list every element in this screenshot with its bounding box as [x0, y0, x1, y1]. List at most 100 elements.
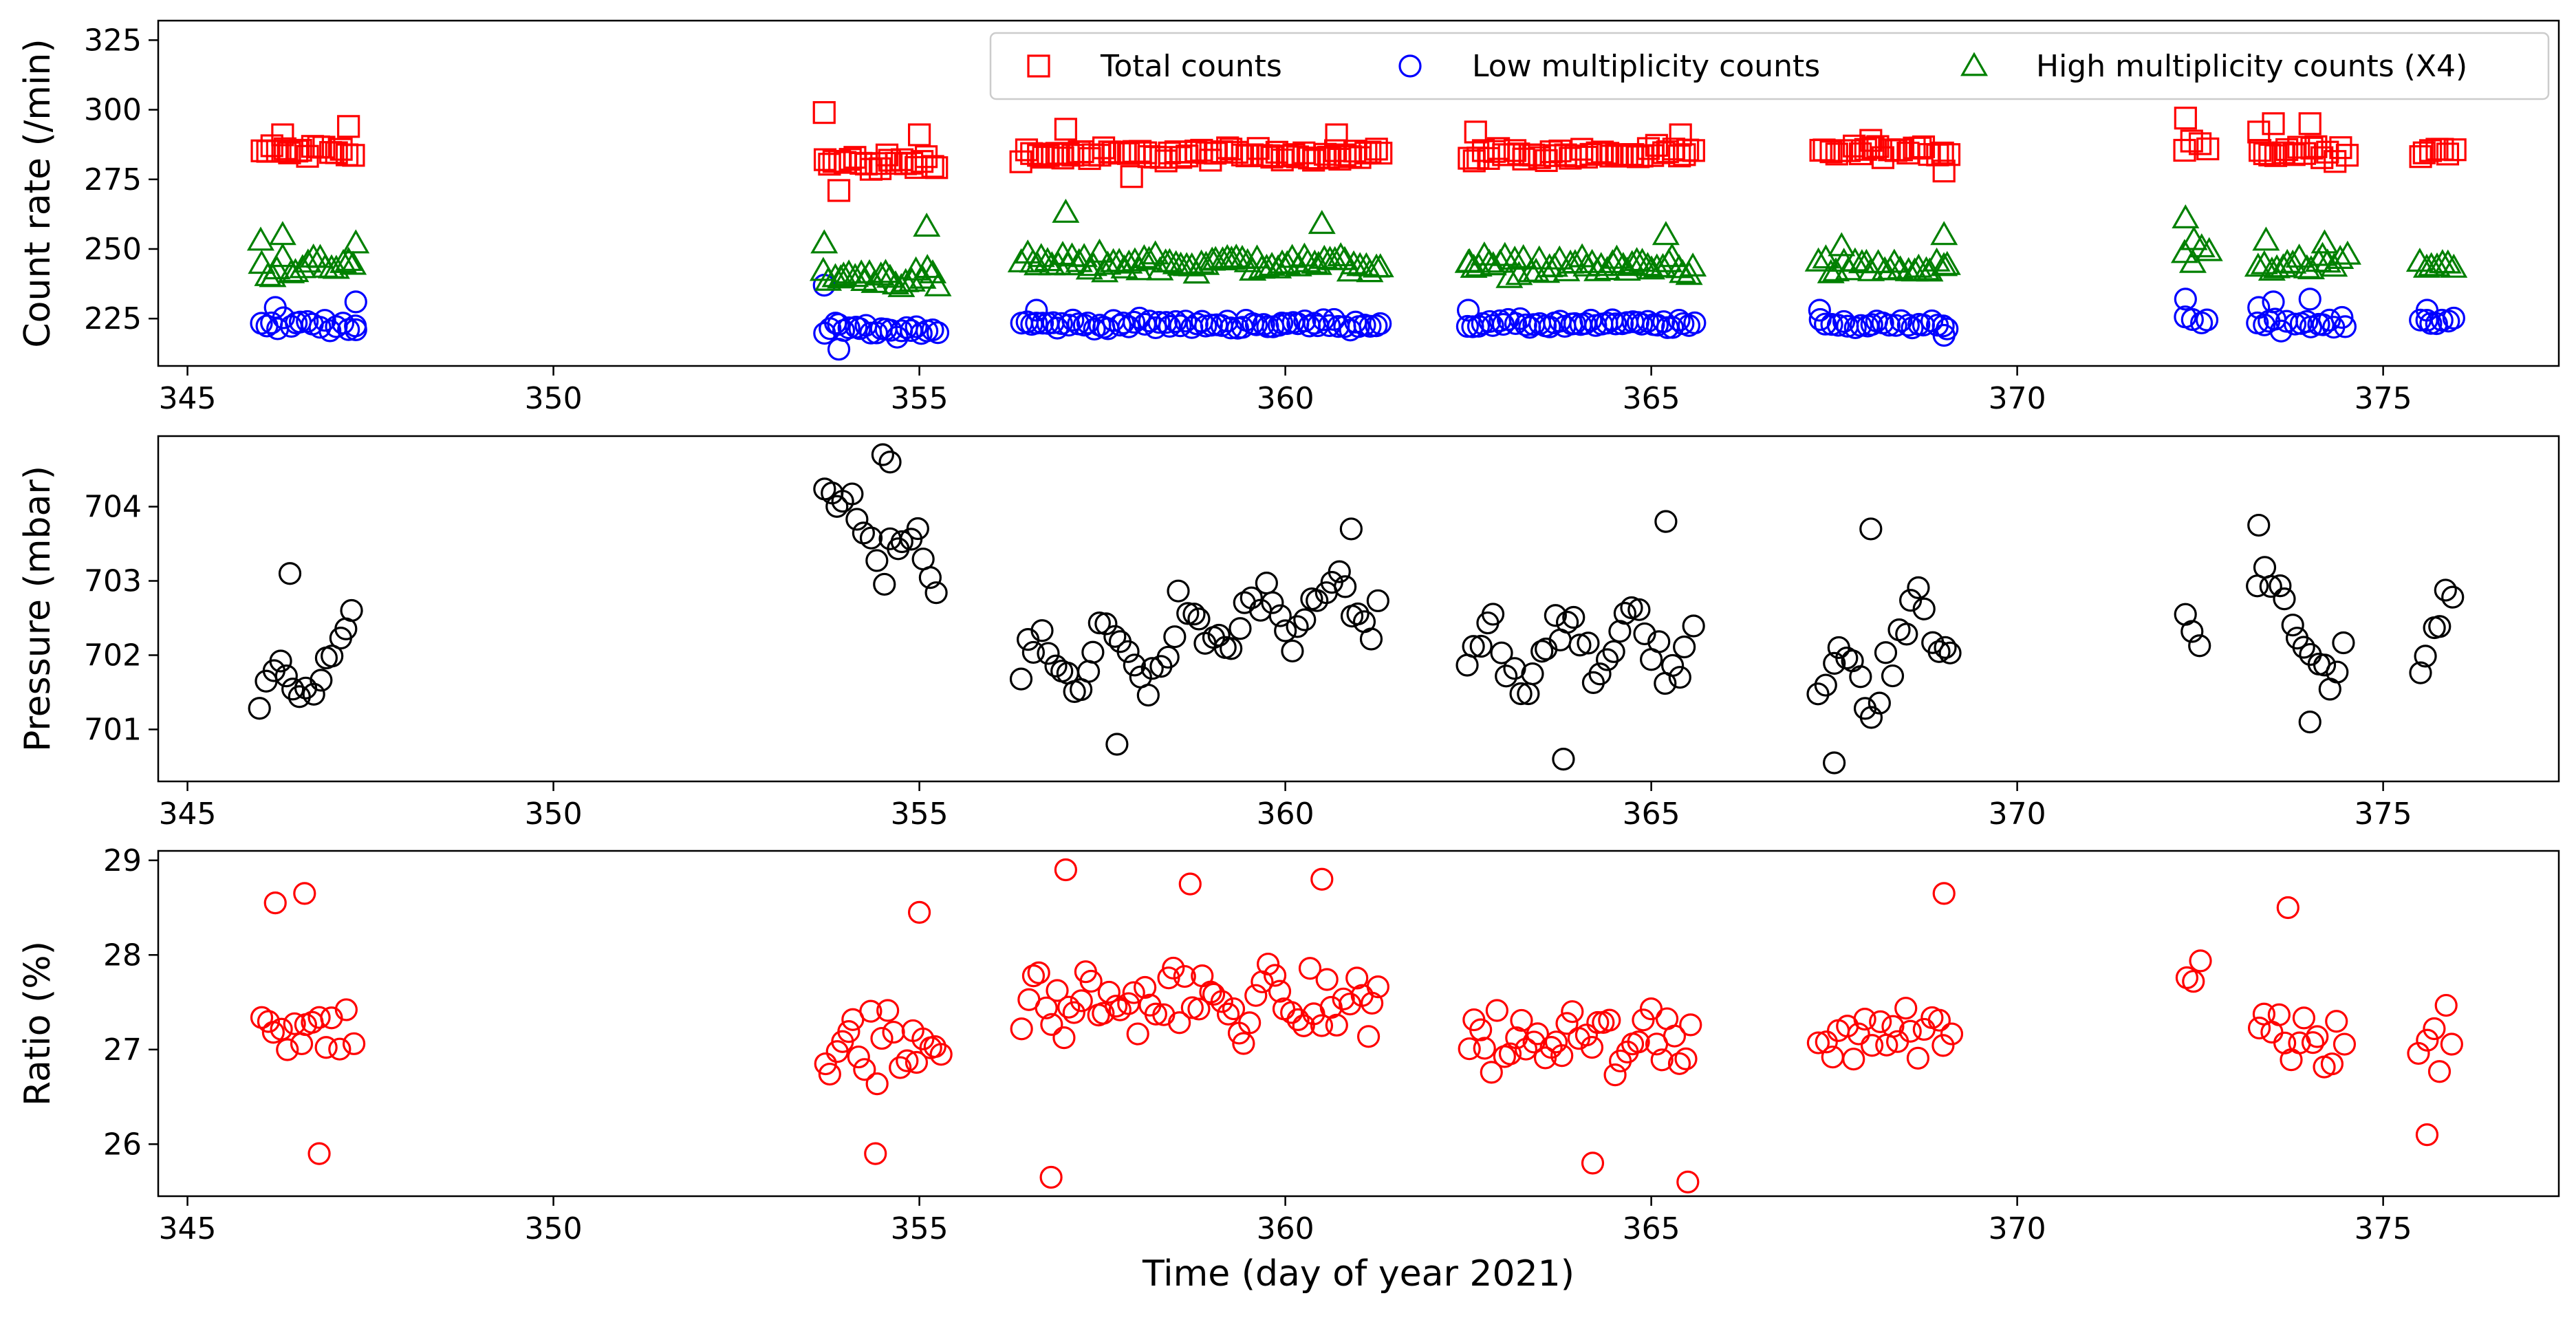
circle-point	[2313, 653, 2337, 677]
circle-point	[1144, 316, 1167, 340]
circle-point	[1660, 653, 1685, 678]
circle-point	[1899, 589, 1923, 612]
circle-point	[1595, 648, 1619, 671]
square-point	[1859, 129, 1883, 152]
circle-point	[1574, 1024, 1599, 1047]
circle-point	[845, 508, 869, 531]
square-point	[1204, 142, 1227, 165]
circle-point	[1526, 1022, 1549, 1046]
circle-point	[2415, 299, 2439, 322]
circle-point	[1232, 1032, 1255, 1055]
triangle-point	[1679, 252, 1707, 277]
circle-point	[1281, 639, 1304, 663]
square-point	[266, 139, 289, 163]
circle-point	[1940, 1022, 1964, 1046]
square-point	[2298, 112, 2321, 136]
circle-point	[302, 682, 325, 706]
circle-point	[1244, 984, 1268, 1007]
triangle-point	[1019, 248, 1047, 273]
square-point	[1937, 143, 1961, 166]
circle-point	[2292, 1006, 2316, 1030]
plot-frame	[157, 850, 2560, 1198]
circle-point	[2415, 309, 2438, 332]
circle-point	[344, 290, 367, 314]
circle-point	[878, 451, 902, 474]
circle-point	[1654, 510, 1678, 533]
square-point	[2174, 107, 2197, 130]
circle-point	[1504, 312, 1528, 335]
circle-point	[1079, 969, 1103, 993]
circle-point	[865, 1072, 889, 1096]
x-axis: 345 350 355 360 365 370 375	[159, 781, 2412, 832]
square-point	[812, 100, 836, 125]
circle-point	[1325, 1013, 1348, 1037]
triangle-point	[1052, 198, 1080, 223]
circle-point	[1030, 619, 1054, 642]
circle-point	[1318, 314, 1341, 338]
triangle-point	[1828, 232, 1856, 257]
triangle-point	[1618, 250, 1646, 274]
circle-point	[1881, 1015, 1905, 1038]
triangle-point	[1546, 245, 1574, 270]
x-tick-label: 345	[159, 381, 217, 416]
circle-point	[1491, 312, 1515, 336]
circle-point	[1345, 966, 1369, 990]
triangle-point	[1258, 252, 1286, 277]
circle-point	[2247, 513, 2271, 537]
circle-point	[837, 316, 861, 340]
circle-point	[263, 296, 287, 319]
circle-point	[1257, 952, 1280, 976]
circle-point	[310, 669, 333, 692]
x-axis: 345 350 355 360 365 370 375	[159, 1196, 2412, 1246]
triangle-point	[294, 248, 322, 273]
circle-point	[1027, 961, 1050, 984]
square-point	[2443, 138, 2467, 162]
square-point	[1599, 144, 1623, 168]
x-tick-label: 370	[1989, 1211, 2046, 1246]
circle-point	[1057, 314, 1081, 337]
triangle-point	[1857, 257, 1885, 281]
circle-point	[1339, 517, 1363, 541]
circle-point	[276, 1038, 299, 1061]
circle-point	[1480, 1061, 1503, 1084]
square-point	[1503, 139, 1527, 162]
triangle-point	[334, 246, 362, 271]
triangle-point	[1356, 258, 1384, 283]
triangle-point	[1110, 254, 1138, 279]
circle-point	[1187, 997, 1211, 1021]
triangle-point	[1366, 253, 1394, 278]
square-point	[1054, 118, 1077, 141]
y-axis-label: Ratio (%)	[17, 941, 58, 1106]
plot-frame	[157, 435, 2560, 783]
panel-1-points	[246, 100, 2468, 361]
square-point	[1843, 134, 1866, 158]
circle-point	[825, 495, 849, 518]
triangle-point	[810, 229, 838, 254]
circle-point	[2414, 645, 2437, 668]
circle-point	[344, 318, 367, 341]
y-tick-label: 275	[84, 162, 142, 197]
circle-point	[853, 1058, 876, 1081]
circle-point	[1087, 612, 1111, 635]
x-tick-label: 360	[1257, 381, 1314, 416]
circle-point	[1556, 611, 1579, 634]
circle-point	[1261, 591, 1284, 614]
circle-point	[1478, 310, 1502, 334]
circle-point	[1104, 995, 1128, 1018]
circle-point	[1586, 1010, 1610, 1035]
circle-point	[1123, 310, 1146, 334]
panel-2: 345 350 355 360 365 370 375 701 702 703 704 Pressur…	[17, 435, 2560, 832]
circle-point	[1550, 1044, 1574, 1068]
circle-point	[1021, 964, 1046, 988]
y-tick-label: 225	[84, 301, 142, 336]
circle-point	[1912, 597, 1936, 620]
y-axis: 26 27 28 29	[103, 843, 158, 1162]
circle-point	[1849, 314, 1872, 337]
x-tick-label: 350	[525, 797, 583, 832]
x-tick-label: 350	[525, 381, 583, 416]
circle-point	[1366, 589, 1389, 612]
circle-point	[1094, 612, 1118, 636]
circle-point	[248, 697, 271, 720]
triangle-point	[1912, 256, 1940, 281]
circle-point	[1938, 641, 1962, 664]
